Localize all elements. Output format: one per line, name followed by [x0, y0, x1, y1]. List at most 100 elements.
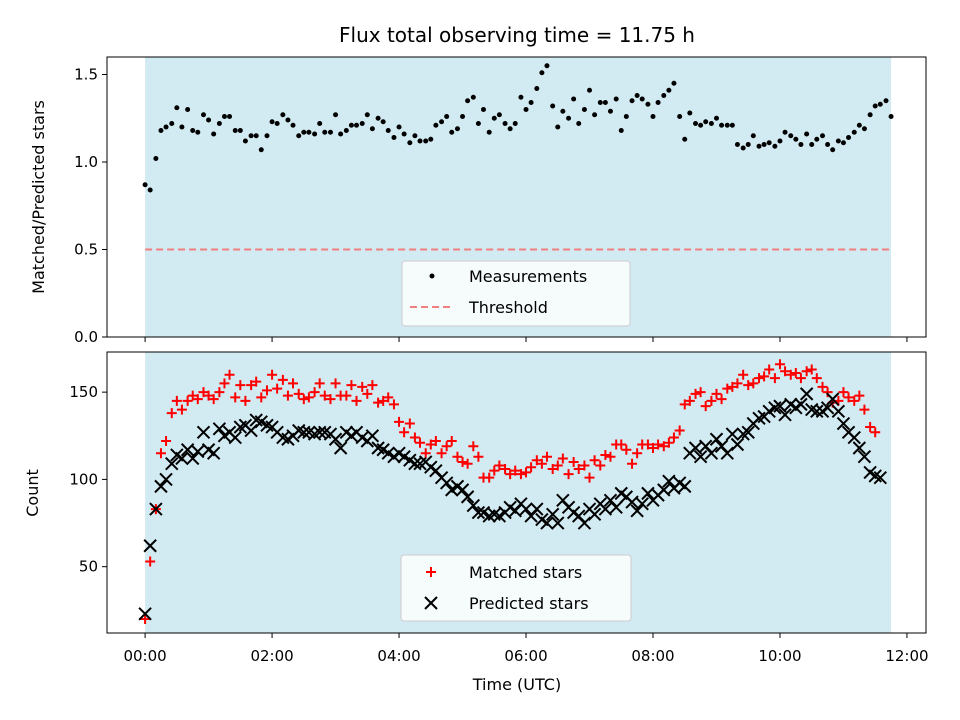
matched-star-point [414, 437, 425, 448]
measurement-point [607, 108, 613, 114]
measurement-point [761, 142, 767, 147]
matched-star-point [674, 425, 685, 436]
measurement-point [391, 135, 397, 140]
measurement-point [327, 129, 333, 135]
top-y-tick-label: 0.0 [74, 328, 98, 346]
matched-star-point [838, 387, 849, 398]
x-tick-label: 08:00 [631, 647, 674, 665]
measurement-point [788, 133, 794, 139]
measurement-point [502, 121, 508, 126]
matched-star-point [325, 394, 336, 405]
predicted-star-point [720, 446, 734, 460]
measurement-point [338, 131, 344, 137]
matched-star-point [780, 366, 791, 377]
legend-predicted-label: Predicted stars [469, 594, 589, 613]
matched-star-point [817, 381, 828, 392]
matched-star-point [261, 385, 272, 396]
measurement-point [280, 112, 286, 118]
matched-star-point [521, 467, 532, 478]
predicted-star-point [312, 425, 327, 439]
predicted-star-point [154, 479, 168, 494]
measurement-point [750, 133, 756, 139]
matched-star-point [616, 439, 627, 450]
predicted-star-point [439, 476, 454, 490]
matched-star-point [484, 472, 495, 483]
top-y-axis-label: Matched/Predicted stars [29, 100, 48, 294]
matched-star-point [500, 463, 511, 474]
predicted-star-point [333, 441, 348, 455]
matched-star-point [870, 427, 881, 438]
measurement-point [185, 107, 191, 112]
matched-star-point [246, 380, 257, 391]
matched-star-point [711, 388, 722, 399]
measurement-point [322, 129, 328, 135]
measurement-point [576, 121, 582, 126]
measurement-point [587, 87, 593, 93]
matched-star-point [357, 381, 368, 392]
predicted-star-point [175, 451, 189, 466]
top-y-tick-label: 1.0 [74, 153, 98, 171]
x-tick-label: 12:00 [885, 647, 928, 665]
measurement-point [523, 107, 529, 112]
matched-star-point [373, 397, 384, 408]
matched-star-point [420, 448, 431, 459]
measurement-point [851, 129, 857, 135]
predicted-star-point [460, 490, 475, 504]
matched-star-point [314, 378, 325, 389]
matched-star-point [547, 463, 558, 474]
measurement-point [867, 112, 873, 118]
measurement-point [888, 114, 894, 119]
predicted-star-point [143, 539, 157, 553]
matched-star-point [541, 451, 552, 462]
predicted-star-point [196, 425, 211, 439]
matched-star-point [648, 442, 658, 453]
predicted-star-point [725, 427, 740, 441]
measurement-point [449, 129, 455, 135]
matched-star-point [436, 448, 447, 459]
matched-star-point [394, 416, 405, 427]
measurement-point [465, 98, 471, 104]
measurement-point [412, 133, 418, 139]
x-axis-label: Time (UTC) [472, 675, 561, 694]
predicted-star-point [635, 497, 649, 511]
measurement-point [258, 147, 264, 153]
matched-star-point [806, 364, 817, 375]
matched-star-point [732, 378, 743, 389]
measurement-point [142, 182, 148, 188]
matched-star-point [303, 392, 314, 403]
measurement-point [343, 128, 349, 133]
measurement-point [147, 187, 153, 193]
matched-star-point [219, 378, 230, 389]
predicted-star-point [678, 479, 692, 494]
measurement-point [804, 131, 810, 137]
predicted-star-point [693, 450, 708, 464]
predicted-star-point [228, 430, 242, 445]
matched-star-point [362, 388, 373, 399]
matched-star-point [409, 432, 420, 443]
measurement-point [444, 114, 450, 119]
measurement-point [179, 124, 185, 130]
measurement-point [369, 126, 375, 132]
matched-star-point [330, 378, 341, 389]
measurement-point [566, 115, 572, 121]
matched-star-point [425, 439, 436, 450]
matched-star-point [600, 449, 611, 460]
measurement-point [274, 121, 280, 126]
predicted-star-point [212, 422, 227, 436]
measurement-point [571, 96, 577, 102]
measurement-point [560, 108, 566, 114]
matched-star-point [267, 369, 278, 380]
measurement-point [475, 121, 481, 126]
measurement-point [655, 100, 661, 105]
matched-star-point [563, 469, 574, 480]
measurement-point [687, 110, 693, 116]
measurement-point [407, 140, 413, 146]
top-plot-frame [106, 56, 927, 338]
measurement-point [830, 147, 836, 153]
measurement-point [528, 100, 534, 105]
measurement-point [158, 128, 164, 133]
matched-star-point [367, 380, 378, 391]
predicted-star-point [519, 502, 533, 516]
measurement-point [174, 105, 180, 111]
matched-star-point [754, 373, 765, 384]
